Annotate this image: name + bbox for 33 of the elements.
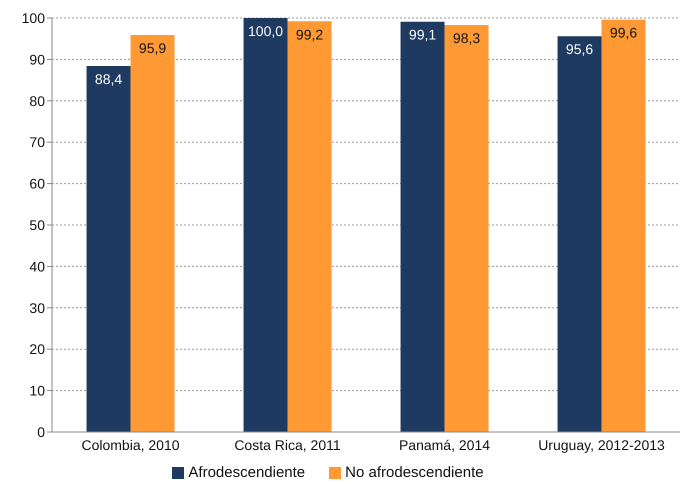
data-label: 88,4 [94,71,122,88]
x-tick-label: Uruguay, 2012-2013 [538,436,666,453]
bar [244,18,288,432]
bar [86,66,131,432]
y-tick-label: 20 [29,341,46,358]
bar [602,20,646,432]
legend-label: Afrodescendiente [188,464,306,481]
y-tick-label: 100 [22,10,46,26]
data-label: 99,6 [610,24,638,41]
y-tick-label: 90 [29,51,46,68]
bar [130,34,175,432]
bar [558,36,602,432]
x-tick-label: Panamá, 2014 [398,436,490,453]
y-tick-label: 60 [29,176,46,192]
bar [400,22,445,432]
y-tick-label: 50 [29,216,46,233]
y-tick-label: 70 [29,134,46,150]
y-tick-label: 80 [29,92,46,109]
legend-label: No afrodescendiente [345,464,484,481]
x-tick-label: Costa Rica, 2011 [234,436,341,453]
data-label: 100,0 [248,23,284,39]
y-tick-label: 40 [29,258,46,274]
data-label: 99,1 [408,26,436,43]
bar [444,25,489,432]
data-label: 95,6 [566,41,594,58]
data-label: 99,2 [296,26,324,42]
y-tick-label: 0 [37,424,46,440]
bar [288,21,332,432]
data-label: 95,9 [138,40,166,56]
data-label: 98,3 [452,30,480,46]
y-tick-label: 30 [29,300,46,316]
x-tick-label: Colombia, 2010 [81,436,180,453]
y-tick-label: 10 [29,382,46,399]
